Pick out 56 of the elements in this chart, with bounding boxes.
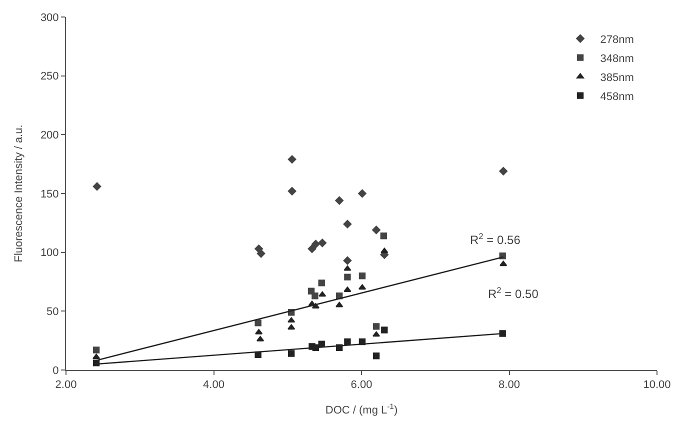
point bbox=[288, 186, 296, 196]
point bbox=[343, 220, 352, 228]
x-axis-title: DOC / (mg L$^{-1}$) bbox=[325, 402, 398, 416]
x-tick-label: 4.00 bbox=[203, 379, 224, 392]
point bbox=[343, 256, 352, 265]
y-tick-label: 100 bbox=[40, 247, 59, 260]
annotation: R$^{2}$ = 0.56 bbox=[470, 231, 521, 248]
point bbox=[358, 284, 366, 290]
y-tick-label: 50 bbox=[46, 306, 59, 318]
point bbox=[372, 226, 380, 234]
x-tick-label: 10.00 bbox=[643, 379, 671, 392]
point bbox=[358, 272, 366, 280]
point bbox=[312, 240, 320, 248]
point bbox=[288, 324, 296, 330]
annotation: R$^{2}$ = 0.50 bbox=[488, 285, 539, 302]
legend-label: 458nm bbox=[600, 90, 634, 103]
point bbox=[499, 330, 506, 337]
point bbox=[288, 317, 296, 323]
point bbox=[372, 323, 380, 330]
point bbox=[372, 352, 380, 360]
point bbox=[92, 182, 102, 191]
point bbox=[335, 196, 344, 205]
point bbox=[358, 189, 366, 198]
y-tick-label: 0 bbox=[52, 364, 59, 377]
point bbox=[381, 326, 388, 334]
point bbox=[344, 338, 351, 346]
point bbox=[372, 331, 380, 337]
point bbox=[256, 249, 266, 258]
point bbox=[318, 291, 326, 297]
legend-label: 278nm bbox=[600, 34, 634, 46]
y-tick-label: 300 bbox=[40, 12, 59, 24]
point bbox=[312, 292, 318, 300]
point bbox=[318, 238, 327, 248]
point bbox=[500, 260, 508, 266]
point bbox=[254, 320, 262, 326]
x-tick-label: 6.00 bbox=[350, 379, 372, 392]
point bbox=[308, 244, 316, 253]
point bbox=[344, 265, 352, 271]
point bbox=[380, 248, 388, 254]
point bbox=[344, 274, 351, 280]
point bbox=[380, 232, 388, 240]
y-tick-label: 250 bbox=[40, 70, 59, 83]
point bbox=[288, 155, 296, 164]
point bbox=[499, 166, 508, 176]
point bbox=[318, 280, 325, 286]
legend-label: 348nm bbox=[600, 52, 634, 65]
point bbox=[336, 302, 344, 308]
y-axis-title: Fluorescence Intensity / a.u. bbox=[13, 124, 26, 262]
y-tick-label: 150 bbox=[40, 188, 59, 200]
legend-label: 385nm bbox=[600, 72, 634, 84]
point bbox=[92, 346, 100, 354]
x-tick-label: 2.00 bbox=[55, 379, 77, 392]
point bbox=[92, 354, 100, 360]
y-tick-label: 200 bbox=[40, 130, 59, 142]
point bbox=[288, 350, 295, 357]
x-tick-label: 8.00 bbox=[498, 379, 520, 392]
